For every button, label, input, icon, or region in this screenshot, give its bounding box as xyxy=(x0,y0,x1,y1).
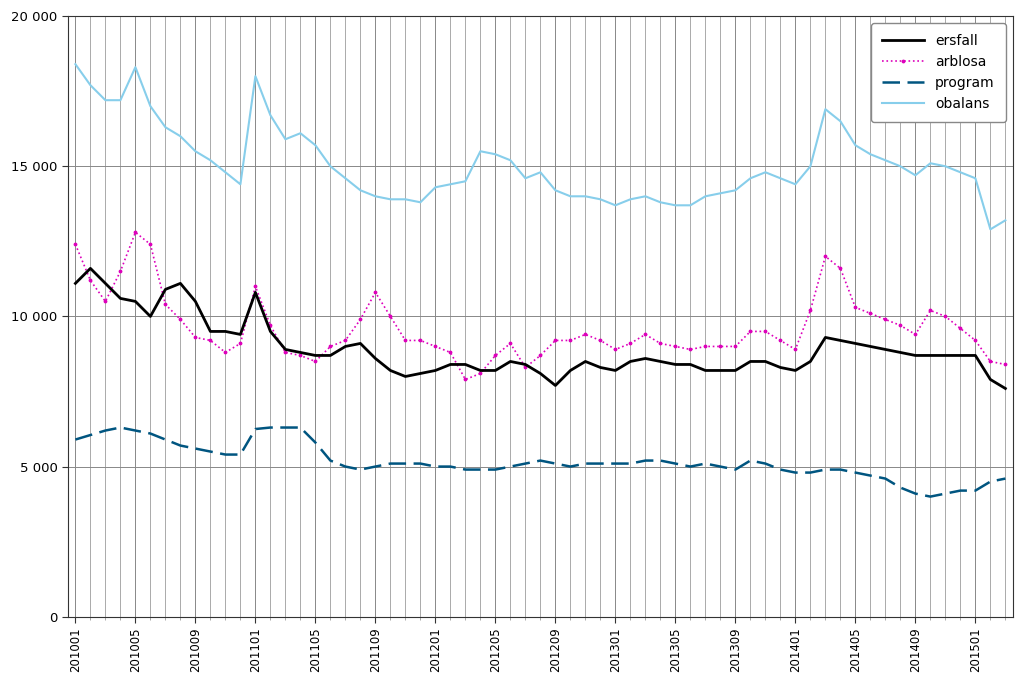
obalans xyxy=(535,168,547,176)
program xyxy=(519,460,531,468)
ersfall xyxy=(339,342,351,350)
program xyxy=(549,460,561,468)
ersfall xyxy=(370,354,382,363)
program xyxy=(729,466,741,474)
obalans xyxy=(970,174,982,182)
program xyxy=(70,436,82,444)
obalans xyxy=(715,189,727,197)
Line: obalans: obalans xyxy=(76,64,1006,229)
ersfall xyxy=(549,381,561,389)
ersfall xyxy=(84,264,96,273)
arblosa xyxy=(999,361,1012,369)
obalans xyxy=(504,156,516,165)
program xyxy=(999,475,1012,483)
obalans xyxy=(354,186,367,195)
arblosa xyxy=(564,336,577,344)
arblosa xyxy=(70,240,82,249)
Line: arblosa: arblosa xyxy=(73,230,1008,382)
ersfall xyxy=(519,361,531,369)
Line: ersfall: ersfall xyxy=(76,268,1006,389)
arblosa xyxy=(535,351,547,359)
Legend: ersfall, arblosa, program, obalans: ersfall, arblosa, program, obalans xyxy=(871,23,1006,122)
program xyxy=(925,492,937,501)
arblosa xyxy=(370,288,382,296)
program xyxy=(115,423,127,432)
ersfall xyxy=(70,279,82,288)
obalans xyxy=(70,60,82,68)
ersfall xyxy=(729,366,741,374)
ersfall xyxy=(984,376,996,384)
ersfall xyxy=(999,385,1012,393)
program xyxy=(984,477,996,486)
obalans xyxy=(325,162,337,170)
obalans xyxy=(999,217,1012,225)
arblosa xyxy=(339,336,351,344)
arblosa xyxy=(984,357,996,365)
program xyxy=(339,462,351,471)
Line: program: program xyxy=(76,428,1006,497)
arblosa xyxy=(744,327,757,335)
obalans xyxy=(984,225,996,234)
arblosa xyxy=(129,228,141,236)
arblosa xyxy=(459,376,471,384)
program xyxy=(370,462,382,471)
